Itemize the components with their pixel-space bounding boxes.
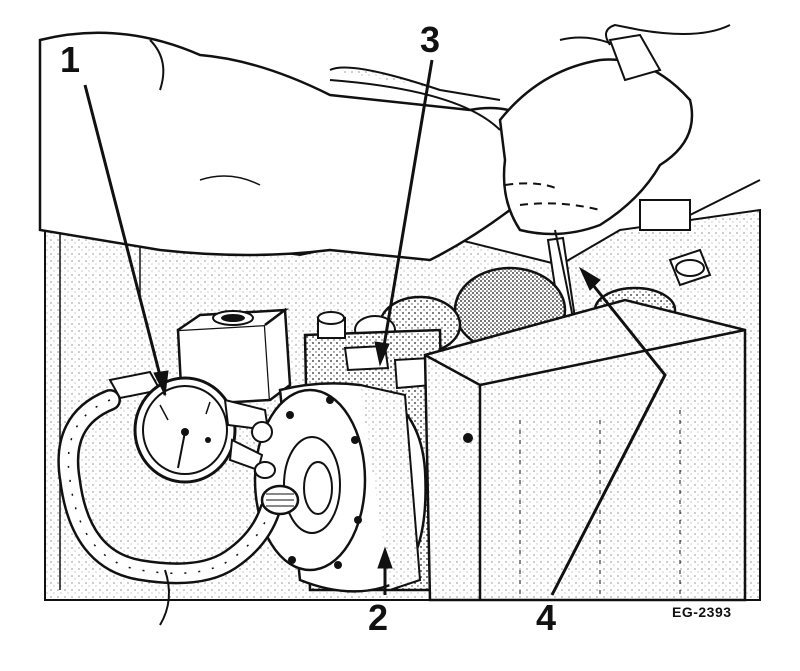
front-cover — [423, 298, 747, 602]
callout-3: 3 — [420, 19, 441, 60]
figure-id: EG-2393 — [672, 604, 732, 620]
leader-1 — [83, 84, 167, 396]
callout-1: 1 — [60, 39, 81, 80]
leader-4 — [550, 274, 667, 596]
flex-arm — [57, 389, 281, 626]
technician-arm — [38, 23, 731, 262]
leader-3 — [380, 59, 434, 359]
callout-4: 4 — [536, 597, 557, 638]
callout-2: 2 — [368, 597, 389, 638]
camshaft-hub — [253, 382, 427, 593]
dial-indicator — [108, 370, 300, 516]
leader-lines — [83, 59, 667, 596]
